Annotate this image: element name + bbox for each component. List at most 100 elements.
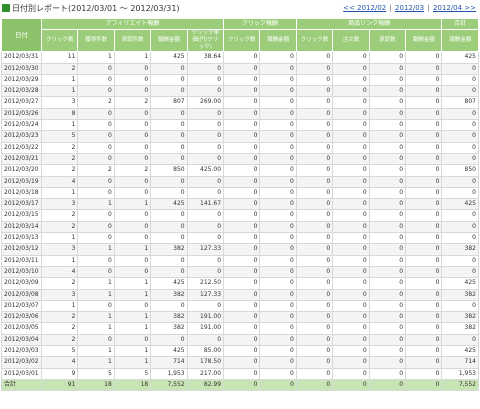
clk-amount-header: 報酬金額 [259,29,297,53]
row-value-cell: 0 [186,254,225,267]
row-value-cell: 0 [113,107,152,121]
row-date-cell: 2012/03/09 [1,277,42,290]
row-value-cell: 0 [332,367,370,380]
row-date-cell: 2012/03/19 [1,175,42,188]
row-value-cell: 0 [295,243,334,256]
row-value-cell: 0 [186,175,225,188]
gd-approved-header: 承認数 [368,29,407,53]
row-value-cell: 0 [368,356,407,369]
row-value-cell: 0 [113,85,152,98]
table-row: 2012/03/17 3 1 1 425 141.67 0 0 0 0 0 0 425 [1,198,479,211]
row-value-cell: 0 [223,333,261,347]
row-value-cell: 0 [441,175,479,188]
row-value-cell: 0 [295,186,334,200]
row-value-cell: 0 [186,130,225,143]
table-row: 2012/03/24 1 0 0 0 0 0 0 0 0 0 0 0 [1,119,479,132]
row-date-cell: 2012/03/07 [1,299,42,313]
row-value-cell: 0 [223,107,261,121]
row-value-cell: 0 [295,322,334,335]
row-value-cell: 1 [77,356,115,369]
row-value-cell: 0 [295,367,334,380]
row-value-cell: 1 [77,198,115,211]
row-value-cell: 1 [40,254,79,267]
row-value-cell: 0 [332,265,370,279]
report-icon [2,4,10,12]
row-value-cell: 0 [150,85,188,98]
row-value-cell: 0 [441,220,479,234]
row-value-cell: 0 [332,198,370,211]
row-value-cell: 0 [368,164,407,177]
row-value-cell: 0 [295,73,334,87]
row-value-cell: 2 [113,96,152,109]
row-value-cell: 0 [295,209,334,222]
row-value-cell: 0 [405,62,443,75]
row-value-cell: 9 [40,367,79,380]
row-value-cell: 0 [113,152,152,166]
row-value-cell: 0 [332,141,370,154]
row-value-cell: 0 [77,265,115,279]
next-month-link[interactable]: 2012/04 >> [432,4,476,12]
row-value-cell: 0 [368,311,407,324]
row-value-cell: 11 [40,51,79,64]
current-month-link[interactable]: 2012/03 [395,4,425,12]
table-row: 2012/03/02 4 1 1 714 178.50 0 0 0 0 0 0 714 [1,356,479,369]
row-value-cell: 0 [405,232,443,245]
row-value-cell: 3 [40,198,79,211]
table-row: 2012/03/13 1 0 0 0 0 0 0 0 0 0 0 0 [1,232,479,245]
row-value-cell: 0 [368,243,407,256]
aff-unit-price-header: クリック単価(円/クリック) [186,29,225,53]
row-value-cell: 0 [332,232,370,245]
row-value-cell: 0 [405,243,443,256]
row-value-cell: 0 [223,356,261,369]
aff-amount-header: 報酬金額 [150,29,188,53]
totals-row: 合計 91 18 18 7,552 82.99 0 0 0 0 0 0 7,552 [1,378,479,392]
row-value-cell: 1 [77,277,115,290]
row-value-cell: 0 [405,367,443,380]
row-value-cell: 0 [113,62,152,75]
row-value-cell: 0 [186,85,225,98]
row-value-cell: 0 [405,141,443,154]
row-value-cell: 2 [40,277,79,290]
row-value-cell: 191.00 [186,322,225,335]
row-value-cell: 0 [405,130,443,143]
row-value-cell: 1 [77,243,115,256]
row-value-cell: 0 [77,175,115,188]
row-value-cell: 0 [295,175,334,188]
row-value-cell: 0 [405,356,443,369]
total-group-header: 合計 [441,17,479,31]
row-value-cell: 0 [113,265,152,279]
totals-value-cell: 82.99 [186,378,225,392]
row-value-cell: 0 [77,220,115,234]
row-value-cell: 714 [150,356,188,369]
table-row: 2012/03/21 2 0 0 0 0 0 0 0 0 0 0 0 [1,152,479,166]
row-value-cell: 0 [441,130,479,143]
row-value-cell: 0 [295,152,334,166]
row-value-cell: 0 [150,141,188,154]
row-value-cell: 0 [295,265,334,279]
sub-header-row: クリック数 獲得件数 承認件数 報酬金額 クリック単価(円/クリック) クリック… [2,29,479,53]
date-column-header: 日付 [1,17,42,53]
row-value-cell: 0 [223,130,261,143]
row-value-cell: 0 [259,209,297,222]
row-value-cell: 0 [150,152,188,166]
table-row: 2012/03/15 2 0 0 0 0 0 0 0 0 0 0 0 [1,209,479,222]
row-value-cell: 0 [259,333,297,347]
row-value-cell: 0 [368,130,407,143]
row-date-cell: 2012/03/22 [1,141,42,154]
row-value-cell: 0 [223,254,261,267]
row-value-cell: 0 [405,51,443,64]
row-value-cell: 0 [223,220,261,234]
row-value-cell: 0 [295,232,334,245]
row-value-cell: 0 [332,209,370,222]
row-value-cell: 212.50 [186,277,225,290]
row-value-cell: 0 [150,119,188,132]
row-value-cell: 0 [368,220,407,234]
row-value-cell: 0 [259,277,297,290]
row-value-cell: 0 [113,186,152,200]
row-value-cell: 0 [223,232,261,245]
row-value-cell: 0 [150,62,188,75]
row-value-cell: 0 [150,333,188,347]
row-value-cell: 1 [113,243,152,256]
prev-month-link[interactable]: << 2012/02 [343,4,387,12]
row-value-cell: 4 [40,175,79,188]
